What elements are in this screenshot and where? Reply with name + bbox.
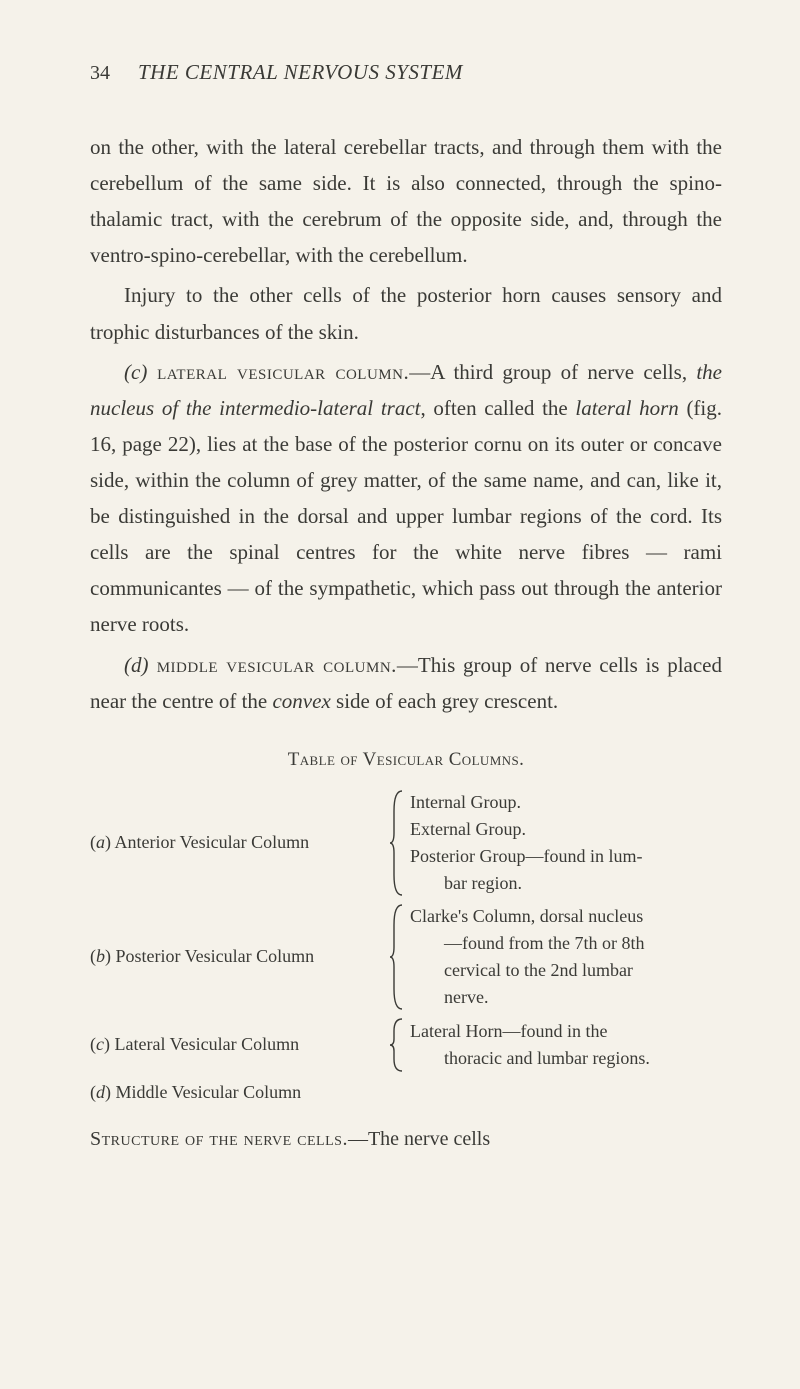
paragraph-2: Injury to the other cells of the posteri… [90,277,722,349]
p4-label: (d) [124,653,149,677]
table-left-d: (d) Middle Vesicular Column [90,1079,390,1106]
p3-a: —A third group of nerve cells, [409,360,696,384]
table-left-b: (b) Posterior Vesicular Column [90,943,390,970]
row-a-line2: Posterior Group—found in lum- [410,846,642,866]
brace-icon [390,789,408,897]
table-left-a: (a) Anterior Vesicular Column [90,829,390,856]
row-c-label: c [96,1034,104,1054]
row-c-line0: Lateral Horn—found in the [410,1021,607,1041]
structure-rest: —The nerve cells [348,1128,490,1150]
paragraph-3: (c) lateral vesicular column.—A third gr… [90,354,722,643]
brace-icon [390,1017,408,1073]
structure-smallcaps: Structure of the nerve cells. [90,1128,348,1150]
p3-ital2: lateral horn [575,396,678,420]
row-a-text: Anterior Vesicular Column [111,832,309,852]
paragraph-2-text: Injury to the other cells of the posteri… [90,283,722,343]
p3-c: (fig. 16, page 22), lies at the base of … [90,396,722,637]
p4-smallcaps: middle vesicular column. [149,653,397,677]
row-a-line1: External Group. [410,819,526,839]
row-d-text: Middle Vesicular Column [111,1082,301,1102]
table-row: (d) Middle Vesicular Column [90,1079,722,1106]
table-row: (a) Anterior Vesicular Column Internal G… [90,789,722,897]
row-d-label: d [96,1082,105,1102]
row-c-text: Lateral Vesicular Column [110,1034,299,1054]
row-c-line1: thoracic and lumbar regions. [410,1045,722,1072]
table-right-a: Internal Group. External Group. Posterio… [408,789,722,897]
table-right-c: Lateral Horn—found in the thoracic and l… [408,1018,722,1072]
p3-label: (c) [124,360,147,384]
page-number: 34 [90,62,110,85]
running-head: THE CENTRAL NERVOUS SYSTEM [138,60,463,85]
table-row: (c) Lateral Vesicular Column Lateral Hor… [90,1017,722,1073]
p4-b: side of each grey crescent. [331,689,558,713]
row-b-text: Posterior Vesicular Column [111,946,314,966]
paragraph-4: (d) middle vesicular column.—This group … [90,647,722,719]
vesicular-columns-table: (a) Anterior Vesicular Column Internal G… [90,789,722,1106]
table-left-c: (c) Lateral Vesicular Column [90,1031,390,1058]
row-b-line0: Clarke's Column, dorsal nucleus [410,906,643,926]
row-b-label: b [96,946,105,966]
brace-icon [390,903,408,1011]
row-b-line2: cervical to the 2nd lumbar [410,957,722,984]
table-right-b: Clarke's Column, dorsal nucleus —found f… [408,903,722,1011]
row-a-line0: Internal Group. [410,792,521,812]
structure-line: Structure of the nerve cells.—The nerve … [90,1128,722,1151]
p3-smallcaps: lateral vesicular column. [147,360,409,384]
page: 34 THE CENTRAL NERVOUS SYSTEM on the oth… [0,0,800,1389]
page-header: 34 THE CENTRAL NERVOUS SYSTEM [90,60,722,85]
row-b-line1: —found from the 7th or 8th [410,930,722,957]
row-a-label: a [96,832,105,852]
paragraph-1: on the other, with the lateral cerebella… [90,129,722,273]
table-row: (b) Posterior Vesicular Column Clarke's … [90,903,722,1011]
row-a-line3: bar region. [410,870,722,897]
paragraph-1-text: on the other, with the lateral cerebella… [90,135,722,267]
row-b-line3: nerve. [410,984,722,1011]
p3-b: , often called the [421,396,576,420]
table-title: Table of Vesicular Columns. [90,749,722,771]
p4-ital: convex [272,689,330,713]
